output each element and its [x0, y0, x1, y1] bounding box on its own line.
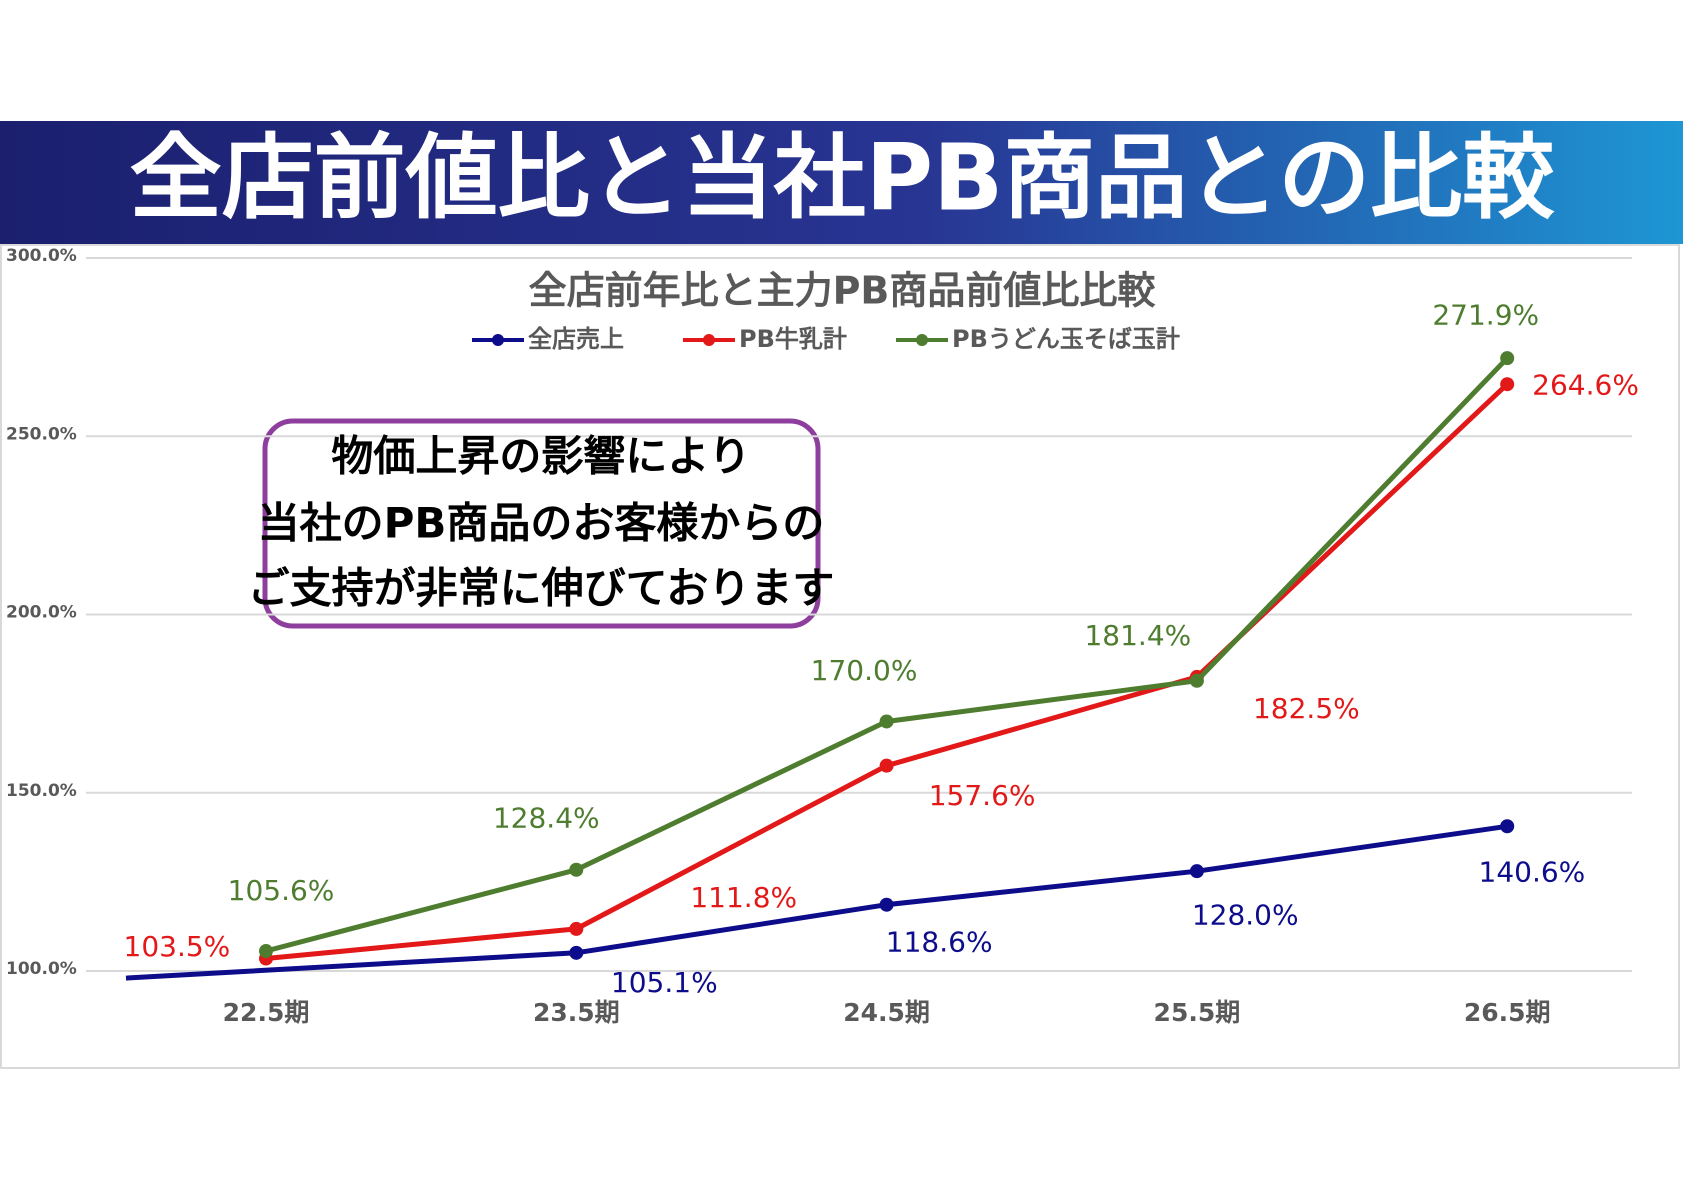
y-tick-label: 200.0%	[6, 603, 77, 623]
data-point	[569, 945, 584, 960]
y-tick-label: 100.0%	[6, 959, 77, 979]
data-point	[1500, 819, 1515, 834]
callout-text: ご支持が非常に伸びております	[248, 564, 835, 613]
data-label: 105.6%	[228, 874, 335, 907]
data-label: 103.5%	[124, 930, 231, 963]
data-point	[1500, 377, 1515, 392]
data-point	[569, 862, 584, 877]
page-title: 全店前値比と当社PB商品との比較	[130, 124, 1556, 231]
chart-area	[0, 244, 1680, 1069]
data-point	[1189, 864, 1204, 879]
data-label: 271.9%	[1432, 298, 1539, 331]
legend-marker	[916, 334, 928, 346]
data-label: 105.1%	[611, 966, 718, 999]
data-label: 128.4%	[493, 801, 600, 834]
title-banner	[0, 121, 1683, 244]
legend-label: PB牛乳計	[739, 325, 847, 353]
data-label: 128.0%	[1192, 898, 1299, 931]
data-label: 170.0%	[811, 654, 918, 687]
y-tick-label: 250.0%	[6, 424, 77, 444]
x-tick-label: 22.5期	[223, 998, 310, 1027]
data-label: 118.6%	[886, 925, 993, 958]
data-point	[879, 714, 894, 729]
data-label: 181.4%	[1084, 619, 1191, 652]
legend-marker	[703, 334, 715, 346]
data-point	[1189, 673, 1204, 688]
legend-label: PBうどん玉そば玉計	[952, 325, 1180, 353]
callout-box	[262, 418, 821, 629]
data-label: 140.6%	[1479, 855, 1586, 888]
legend-label: 全店売上	[528, 325, 624, 353]
x-tick-label: 25.5期	[1154, 998, 1241, 1027]
x-tick-label: 23.5期	[533, 998, 620, 1027]
data-point	[259, 944, 273, 959]
legend-marker	[492, 334, 504, 346]
data-point	[1500, 351, 1515, 366]
data-point	[879, 758, 894, 773]
data-label: 157.6%	[929, 779, 1036, 812]
callout-text: 物価上昇の影響により	[331, 432, 750, 481]
chart-title: 全店前年比と主力PB商品前値比比較	[529, 269, 1157, 313]
data-label: 111.8%	[690, 881, 797, 914]
data-point	[879, 897, 894, 912]
data-label: 264.6%	[1532, 368, 1639, 401]
y-tick-label: 150.0%	[6, 781, 77, 801]
x-tick-label: 24.5期	[843, 998, 930, 1027]
x-tick-label: 26.5期	[1464, 998, 1551, 1027]
y-tick-label: 300.0%	[6, 246, 77, 266]
data-label: 182.5%	[1253, 692, 1360, 725]
callout-text: 当社のPB商品のお客様からの	[258, 499, 825, 548]
data-point	[569, 921, 584, 936]
